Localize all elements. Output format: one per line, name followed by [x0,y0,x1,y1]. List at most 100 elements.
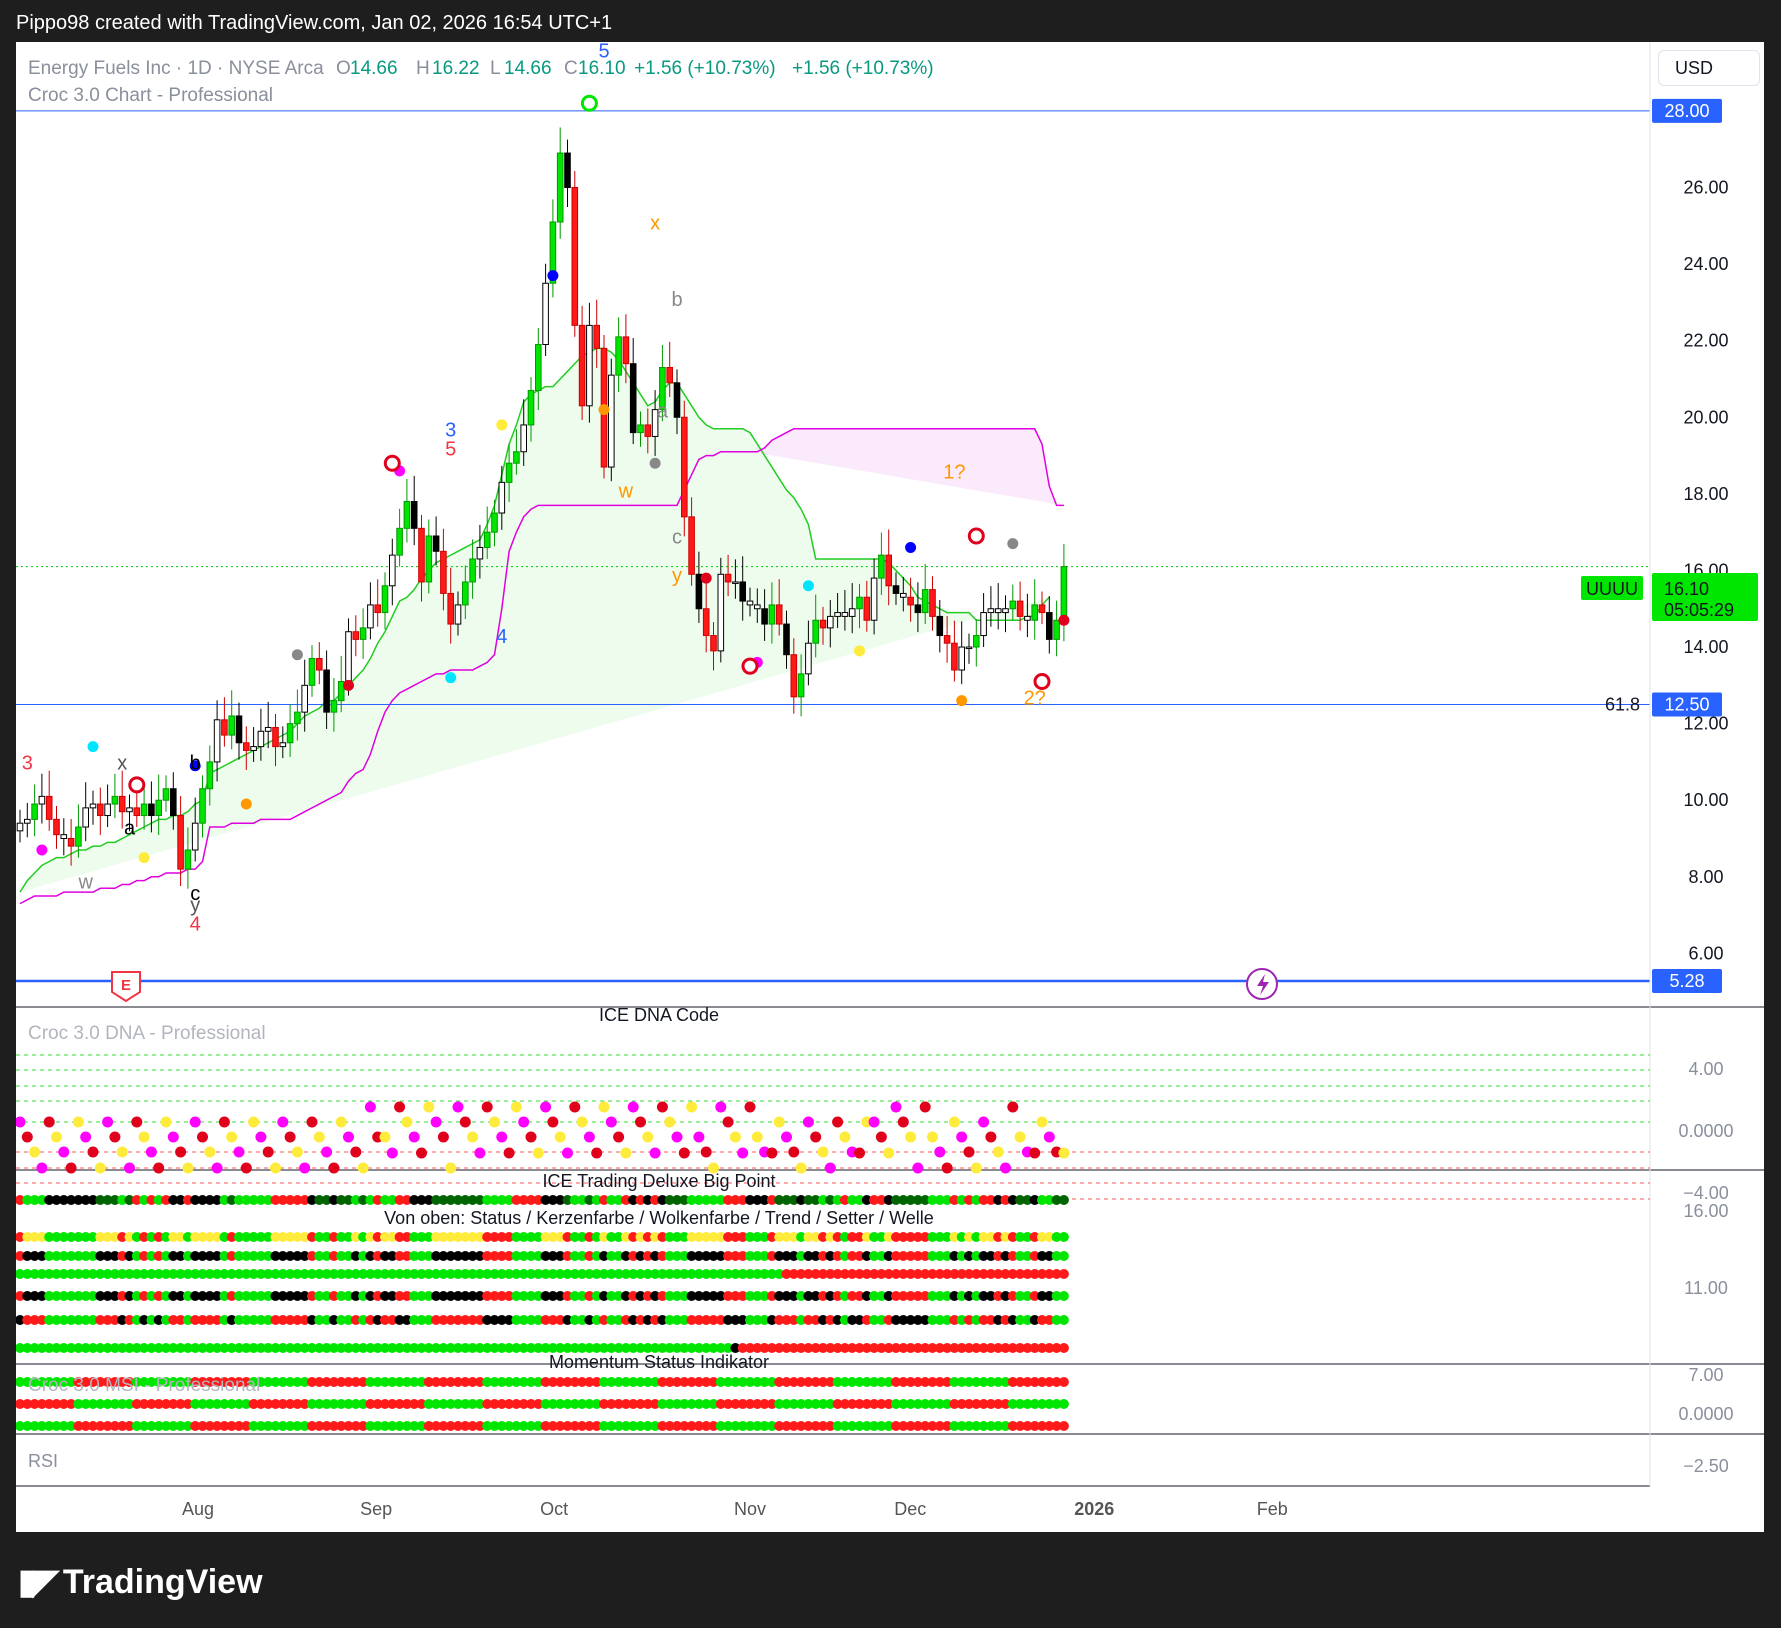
bigpoint-dot [438,1269,449,1279]
msi-dot [153,1377,164,1387]
msi-dot [285,1377,296,1387]
bigpoint-dot [460,1232,471,1242]
bigpoint-dot [628,1251,639,1261]
bigpoint-dot [431,1291,442,1301]
bigpoint-dot [358,1251,369,1261]
candle [67,818,75,866]
currency-button[interactable]: USD [1658,50,1760,86]
msi-dot [1037,1399,1047,1409]
earnings-icon[interactable]: E [111,971,141,1003]
msi-dot [277,1377,288,1387]
bigpoint-dot [876,1269,887,1279]
msi-dot [547,1399,558,1409]
msi-dot [409,1421,420,1431]
bigpoint-dot [832,1232,843,1242]
bigpoint-dot [869,1251,880,1261]
candle [118,770,126,829]
msi-dot [307,1421,317,1431]
bigpoint-dot [139,1232,150,1242]
candle [907,577,914,622]
bigpoint-dot [810,1232,821,1242]
bigpoint-dot [1058,1291,1069,1301]
big-pane-title: ICE Trading Deluxe Big Point [542,1171,775,1191]
bigpoint-dot [927,1251,938,1261]
msi-dot [328,1421,339,1431]
bigpoint-dot [372,1315,383,1325]
bigpoint-dot [153,1269,164,1279]
bigpoint-dot [745,1232,755,1242]
bigpoint-dot [898,1315,909,1325]
indicator-name[interactable]: Croc 3.0 Chart - Professional [28,85,273,106]
bigpoint-dot [883,1343,894,1353]
dna-dot [189,1116,201,1128]
rsi-indicator-name[interactable]: RSI [28,1451,58,1471]
peak-ring [580,94,598,112]
bigpoint-dot [307,1291,317,1301]
bigpoint-dot [197,1195,208,1205]
bigpoint-dot [693,1269,704,1279]
msi-dot [1007,1399,1018,1409]
candle [440,528,447,611]
msi-dot [533,1399,544,1409]
bigpoint-dot [146,1315,157,1325]
bigpoint-dot [788,1315,799,1325]
msi-dot [270,1399,281,1409]
candle-body [104,803,111,817]
bigpoint-dot [978,1251,989,1261]
msi-dot [708,1399,719,1409]
bigpoint-dot [292,1195,303,1205]
bigpoint-dot [891,1232,901,1242]
bigpoint-dot [504,1343,515,1353]
bigpoint-dot [898,1251,909,1261]
symbol-description[interactable]: Energy Fuels Inc · 1D · NYSE Arca [28,58,324,79]
msi-dot [788,1399,799,1409]
msi-dot [234,1421,244,1431]
bigpoint-dot [292,1291,303,1301]
bigpoint-dot [693,1195,704,1205]
msi-dot [29,1377,40,1387]
signal-dot [700,572,712,584]
candle [571,171,579,337]
bigpoint-dot [489,1291,500,1301]
candle [294,689,301,741]
bigpoint-dot [861,1269,872,1279]
bigpoint-dot [380,1251,390,1261]
bigpoint-dot [467,1195,478,1205]
bigpoint-dot [934,1251,945,1261]
bigpoint-dot [956,1232,967,1242]
candle [257,708,265,761]
bigpoint-dot [285,1195,296,1205]
bigpoint-dot [869,1232,880,1242]
bigpoint-dot [891,1251,901,1261]
bigpoint-dot [920,1291,931,1301]
bigpoint-dot [263,1232,274,1242]
bigpoint-dot [190,1232,201,1242]
bigpoint-dot [58,1269,69,1279]
bigpoint-dot [584,1269,595,1279]
msi-dot [642,1399,653,1409]
bigpoint-dot [117,1291,128,1301]
bigpoint-dot [854,1232,865,1242]
candle-body [885,554,893,587]
bigpoint-dot [343,1195,354,1205]
msi-dot [540,1399,551,1409]
bigpoint-dot [489,1315,500,1325]
signal-markers [36,94,1070,864]
bigpoint-dot [613,1291,624,1301]
msi-indicator-name: Croc 3.0 MSI - Professional [28,1375,260,1396]
indicator-tick-label: −4.00 [1683,1183,1729,1203]
msi-dot [752,1421,763,1431]
dna-dot [1043,1131,1055,1143]
dna-dot [124,1162,135,1174]
bigpoint-dot [745,1315,755,1325]
candle [126,794,133,832]
msi-dot [774,1377,785,1387]
bigpoint-dot [445,1269,456,1279]
candle [425,519,433,594]
lightning-icon[interactable] [1246,968,1278,1000]
msi-dot [270,1421,281,1431]
msi-dot [942,1399,953,1409]
bigpoint-dot [555,1315,566,1325]
bigpoint-dot [1037,1343,1047,1353]
